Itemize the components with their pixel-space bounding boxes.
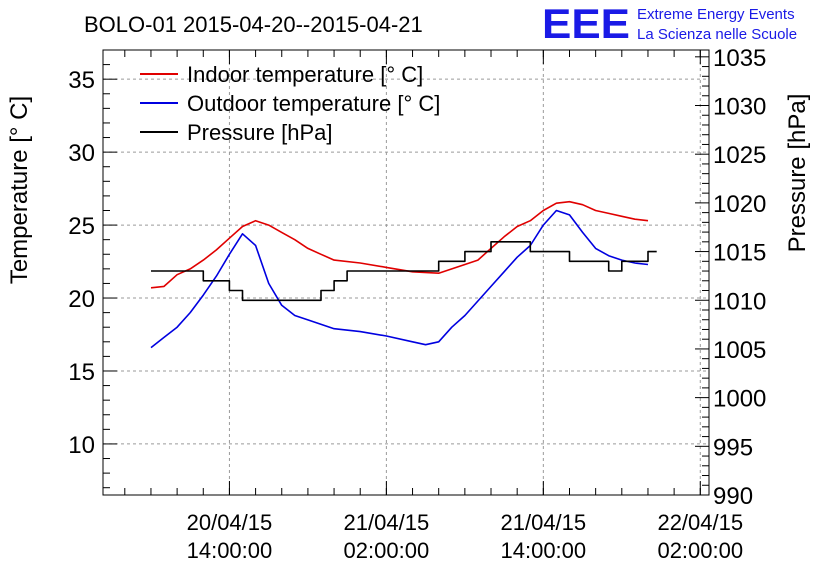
x-tick-label-date: 21/04/15 xyxy=(344,510,430,535)
y2-tick-label: 1000 xyxy=(713,386,766,413)
x-tick-label-time: 02:00:00 xyxy=(657,538,743,563)
x-tick-label-time: 14:00:00 xyxy=(187,538,273,563)
eee-logo: EEE Extreme Energy Events La Scienza nel… xyxy=(542,0,797,47)
series-line-3 xyxy=(151,241,657,302)
legend-label-1: Indoor temperature [° C] xyxy=(187,62,423,87)
y2-tick-label: 1025 xyxy=(713,142,766,169)
y2-tick-label: 1020 xyxy=(713,191,766,218)
y2-tick-label: 1005 xyxy=(713,337,766,364)
x-tick-label-date: 21/04/15 xyxy=(501,510,587,535)
legend: Indoor temperature [° C] Outdoor temperat… xyxy=(140,62,440,145)
y-tick-label: 10 xyxy=(68,432,95,459)
y2-tick-label: 990 xyxy=(713,483,753,510)
y2-tick-label: 1015 xyxy=(713,240,766,267)
y2-tick-label: 995 xyxy=(713,434,753,461)
axis-ticks: 1015202530359909951000100510101015102010… xyxy=(68,45,766,563)
logo-mark: EEE xyxy=(542,0,630,47)
legend-label-3: Pressure [hPa] xyxy=(187,120,333,145)
logo-line-1: Extreme Energy Events xyxy=(637,6,795,23)
logo-line-2: La Scienza nelle Scuole xyxy=(637,26,797,43)
y-tick-label: 20 xyxy=(68,286,95,313)
series-line-2 xyxy=(150,209,649,349)
y-tick-label: 30 xyxy=(68,140,95,167)
y2-tick-label: 1035 xyxy=(713,45,766,72)
y2-tick-label: 1030 xyxy=(713,94,766,121)
legend-label-2: Outdoor temperature [° C] xyxy=(187,91,440,116)
y2-axis-label: Pressure [hPa] xyxy=(784,94,811,253)
y-tick-label: 15 xyxy=(68,359,95,386)
plot-frame xyxy=(102,49,710,496)
y-tick-label: 35 xyxy=(68,67,95,94)
y2-tick-label: 1010 xyxy=(713,288,766,315)
x-tick-label-date: 20/04/15 xyxy=(187,510,273,535)
x-tick-label-time: 14:00:00 xyxy=(501,538,587,563)
grid xyxy=(103,50,709,495)
y-tick-label: 25 xyxy=(68,213,95,240)
series-group xyxy=(150,200,657,349)
x-tick-label-date: 22/04/15 xyxy=(657,510,743,535)
x-tick-label-time: 02:00:00 xyxy=(344,538,430,563)
y-axis-label: Temperature [° C] xyxy=(6,96,33,284)
chart-title: BOLO-01 2015-04-20--2015-04-21 xyxy=(84,12,423,37)
